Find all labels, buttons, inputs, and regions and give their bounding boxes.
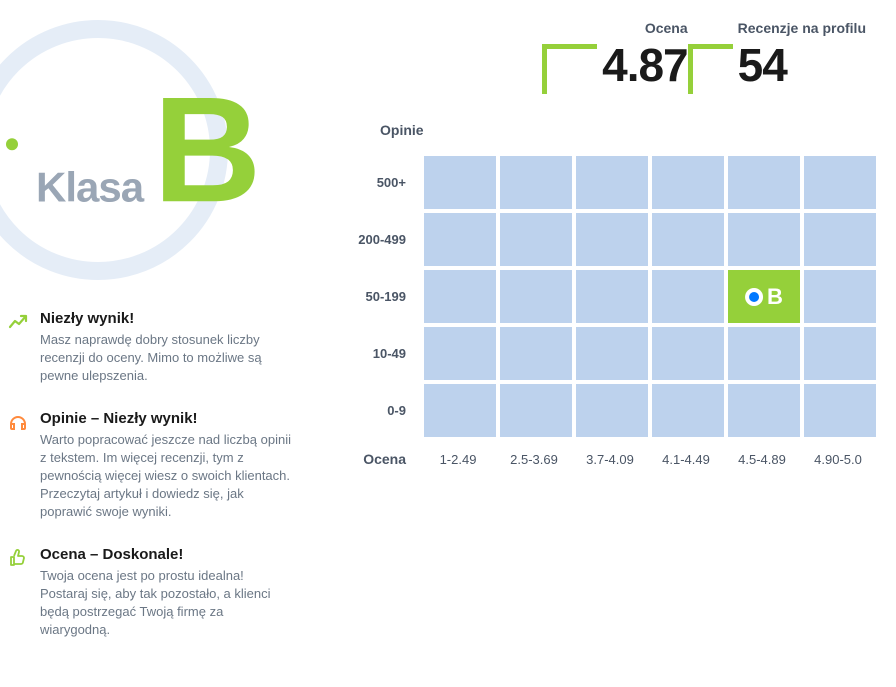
heatmap-x-tick: 4.5-4.89 (724, 452, 800, 467)
heatmap-row: 200-499 (340, 213, 886, 266)
trend-up-icon (8, 312, 28, 332)
heatmap-x-axis: Ocena 1-2.492.5-3.693.7-4.094.1-4.494.5-… (340, 451, 886, 467)
bracket-icon (542, 44, 597, 94)
heatmap-cell (576, 384, 648, 437)
grade-letter: B (153, 86, 255, 214)
heatmap-cell (804, 384, 876, 437)
right-panel: Ocena 4.87 Recenzje na profilu 54 Opinie… (320, 0, 896, 687)
badge-dot-icon (6, 138, 18, 150)
heatmap-cell (424, 156, 496, 209)
heatmap-cell (652, 156, 724, 209)
heatmap-cell (424, 384, 496, 437)
stat-ocena: Ocena 4.87 (602, 20, 688, 92)
heatmap-cell (804, 213, 876, 266)
heatmap-cell (576, 213, 648, 266)
heatmap-x-tick: 2.5-3.69 (496, 452, 572, 467)
feedback-desc: Twoja ocena jest po prostu idealna! Post… (40, 567, 295, 640)
heatmap-cell (728, 384, 800, 437)
heatmap-cell (424, 213, 496, 266)
heatmap-cell (500, 156, 572, 209)
heatmap-cell (576, 270, 648, 323)
marker-letter: B (767, 284, 783, 310)
heatmap-cell (500, 213, 572, 266)
feedback-content: Niezły wynik! Masz naprawdę dobry stosun… (40, 310, 305, 386)
feedback-desc: Warto popracować jeszcze nad liczbą opin… (40, 431, 295, 522)
heatmap-row: 500+ (340, 156, 886, 209)
left-panel: Klasa B Niezły wynik! Masz naprawdę dobr… (0, 0, 320, 687)
heatmap-grid: 500+ 200-499 50-199 B 10-49 0-9 (340, 156, 886, 437)
heatmap-x-tick: 3.7-4.09 (572, 452, 648, 467)
heatmap-cell (576, 156, 648, 209)
feedback-item: Opinie – Niezły wynik! Warto popracować … (8, 410, 305, 522)
feedback-item: Ocena – Doskonale! Twoja ocena jest po p… (8, 546, 305, 640)
badge-text: Klasa B (18, 86, 255, 214)
heatmap: Opinie 500+ 200-499 50-199 B 10-49 0-9 Ocena … (340, 122, 886, 467)
heatmap-row: 50-199 B (340, 270, 886, 323)
feedback-list: Niezły wynik! Masz naprawdę dobry stosun… (8, 310, 305, 639)
grade-badge: Klasa B (8, 20, 288, 280)
heatmap-cell (500, 270, 572, 323)
stat-label: Recenzje na profilu (738, 20, 866, 36)
headphones-icon (8, 412, 28, 432)
heatmap-row: 10-49 (340, 327, 886, 380)
heatmap-y-title: Opinie (380, 122, 886, 138)
heatmap-cell (728, 213, 800, 266)
stat-value: 4.87 (602, 38, 688, 92)
feedback-item: Niezły wynik! Masz naprawdę dobry stosun… (8, 310, 305, 386)
heatmap-cell (652, 213, 724, 266)
heatmap-cell (576, 327, 648, 380)
heatmap-row-label: 50-199 (340, 289, 420, 304)
feedback-title: Opinie – Niezły wynik! (40, 410, 295, 427)
heatmap-cell (804, 156, 876, 209)
stat-value: 54 (738, 38, 787, 92)
heatmap-row-label: 500+ (340, 175, 420, 190)
heatmap-row: 0-9 (340, 384, 886, 437)
heatmap-row-label: 10-49 (340, 346, 420, 361)
feedback-title: Niezły wynik! (40, 310, 295, 327)
heatmap-cell (728, 327, 800, 380)
heatmap-cell (728, 156, 800, 209)
stats-row: Ocena 4.87 Recenzje na profilu 54 (340, 20, 886, 92)
thumbs-up-icon (8, 548, 28, 568)
heatmap-x-tick: 4.1-4.49 (648, 452, 724, 467)
heatmap-row-label: 0-9 (340, 403, 420, 418)
heatmap-cell (652, 327, 724, 380)
heatmap-marker: B (745, 284, 783, 310)
marker-dot-icon (745, 288, 763, 306)
klasa-label: Klasa (36, 163, 143, 211)
heatmap-x-tick: 4.90-5.0 (800, 452, 876, 467)
heatmap-cell (424, 327, 496, 380)
bracket-icon (688, 44, 733, 94)
heatmap-cell (500, 384, 572, 437)
heatmap-cell (652, 384, 724, 437)
heatmap-cell (804, 327, 876, 380)
heatmap-row-label: 200-499 (340, 232, 420, 247)
heatmap-cell (500, 327, 572, 380)
feedback-content: Opinie – Niezły wynik! Warto popracować … (40, 410, 305, 522)
heatmap-x-tick: 1-2.49 (420, 452, 496, 467)
stat-recenzje: Recenzje na profilu 54 (738, 20, 866, 92)
heatmap-cell: B (728, 270, 800, 323)
heatmap-x-title: Ocena (340, 451, 420, 467)
heatmap-cell (652, 270, 724, 323)
heatmap-cell (424, 270, 496, 323)
feedback-content: Ocena – Doskonale! Twoja ocena jest po p… (40, 546, 305, 640)
stat-label: Ocena (645, 20, 688, 36)
dashboard-container: Klasa B Niezły wynik! Masz naprawdę dobr… (0, 0, 896, 687)
feedback-title: Ocena – Doskonale! (40, 546, 295, 563)
heatmap-cell (804, 270, 876, 323)
feedback-desc: Masz naprawdę dobry stosunek liczby rece… (40, 331, 295, 386)
